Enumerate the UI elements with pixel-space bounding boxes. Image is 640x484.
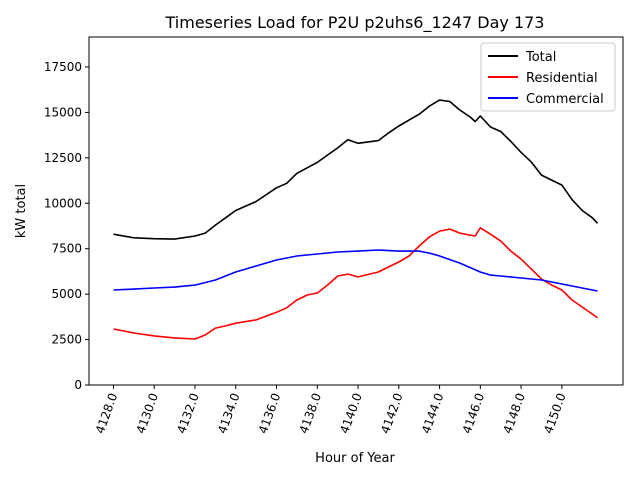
y-tick-label: 2500 xyxy=(51,333,82,347)
y-tick-label: 17500 xyxy=(44,60,82,74)
y-tick-label: 15000 xyxy=(44,105,82,119)
plot-frame xyxy=(88,36,624,386)
legend: Total Residential Commercial xyxy=(480,42,616,112)
y-tick-label: 10000 xyxy=(44,196,82,210)
legend-label-total: Total xyxy=(525,50,556,65)
series-line-commercial xyxy=(113,249,598,292)
plot-marks xyxy=(113,99,599,340)
x-axis-label: Hour of Year xyxy=(315,451,395,466)
y-axis-label: kW total xyxy=(14,184,29,238)
y-axis-ticks: 0 2500 5000 7500 10000 12500 15000 17500 xyxy=(44,60,89,392)
y-tick-label: 12500 xyxy=(44,151,82,165)
chart-title: Timeseries Load for P2U p2uhs6_1247 Day … xyxy=(165,13,545,33)
legend-label-commercial: Commercial xyxy=(526,92,604,107)
legend-label-residential: Residential xyxy=(526,71,598,86)
y-tick-label: 0 xyxy=(74,378,82,392)
series-line-residential xyxy=(113,227,598,340)
y-tick-label: 5000 xyxy=(51,287,82,301)
legend-box xyxy=(480,42,616,112)
y-tick-label: 7500 xyxy=(51,242,82,256)
series-line-total xyxy=(113,99,599,240)
